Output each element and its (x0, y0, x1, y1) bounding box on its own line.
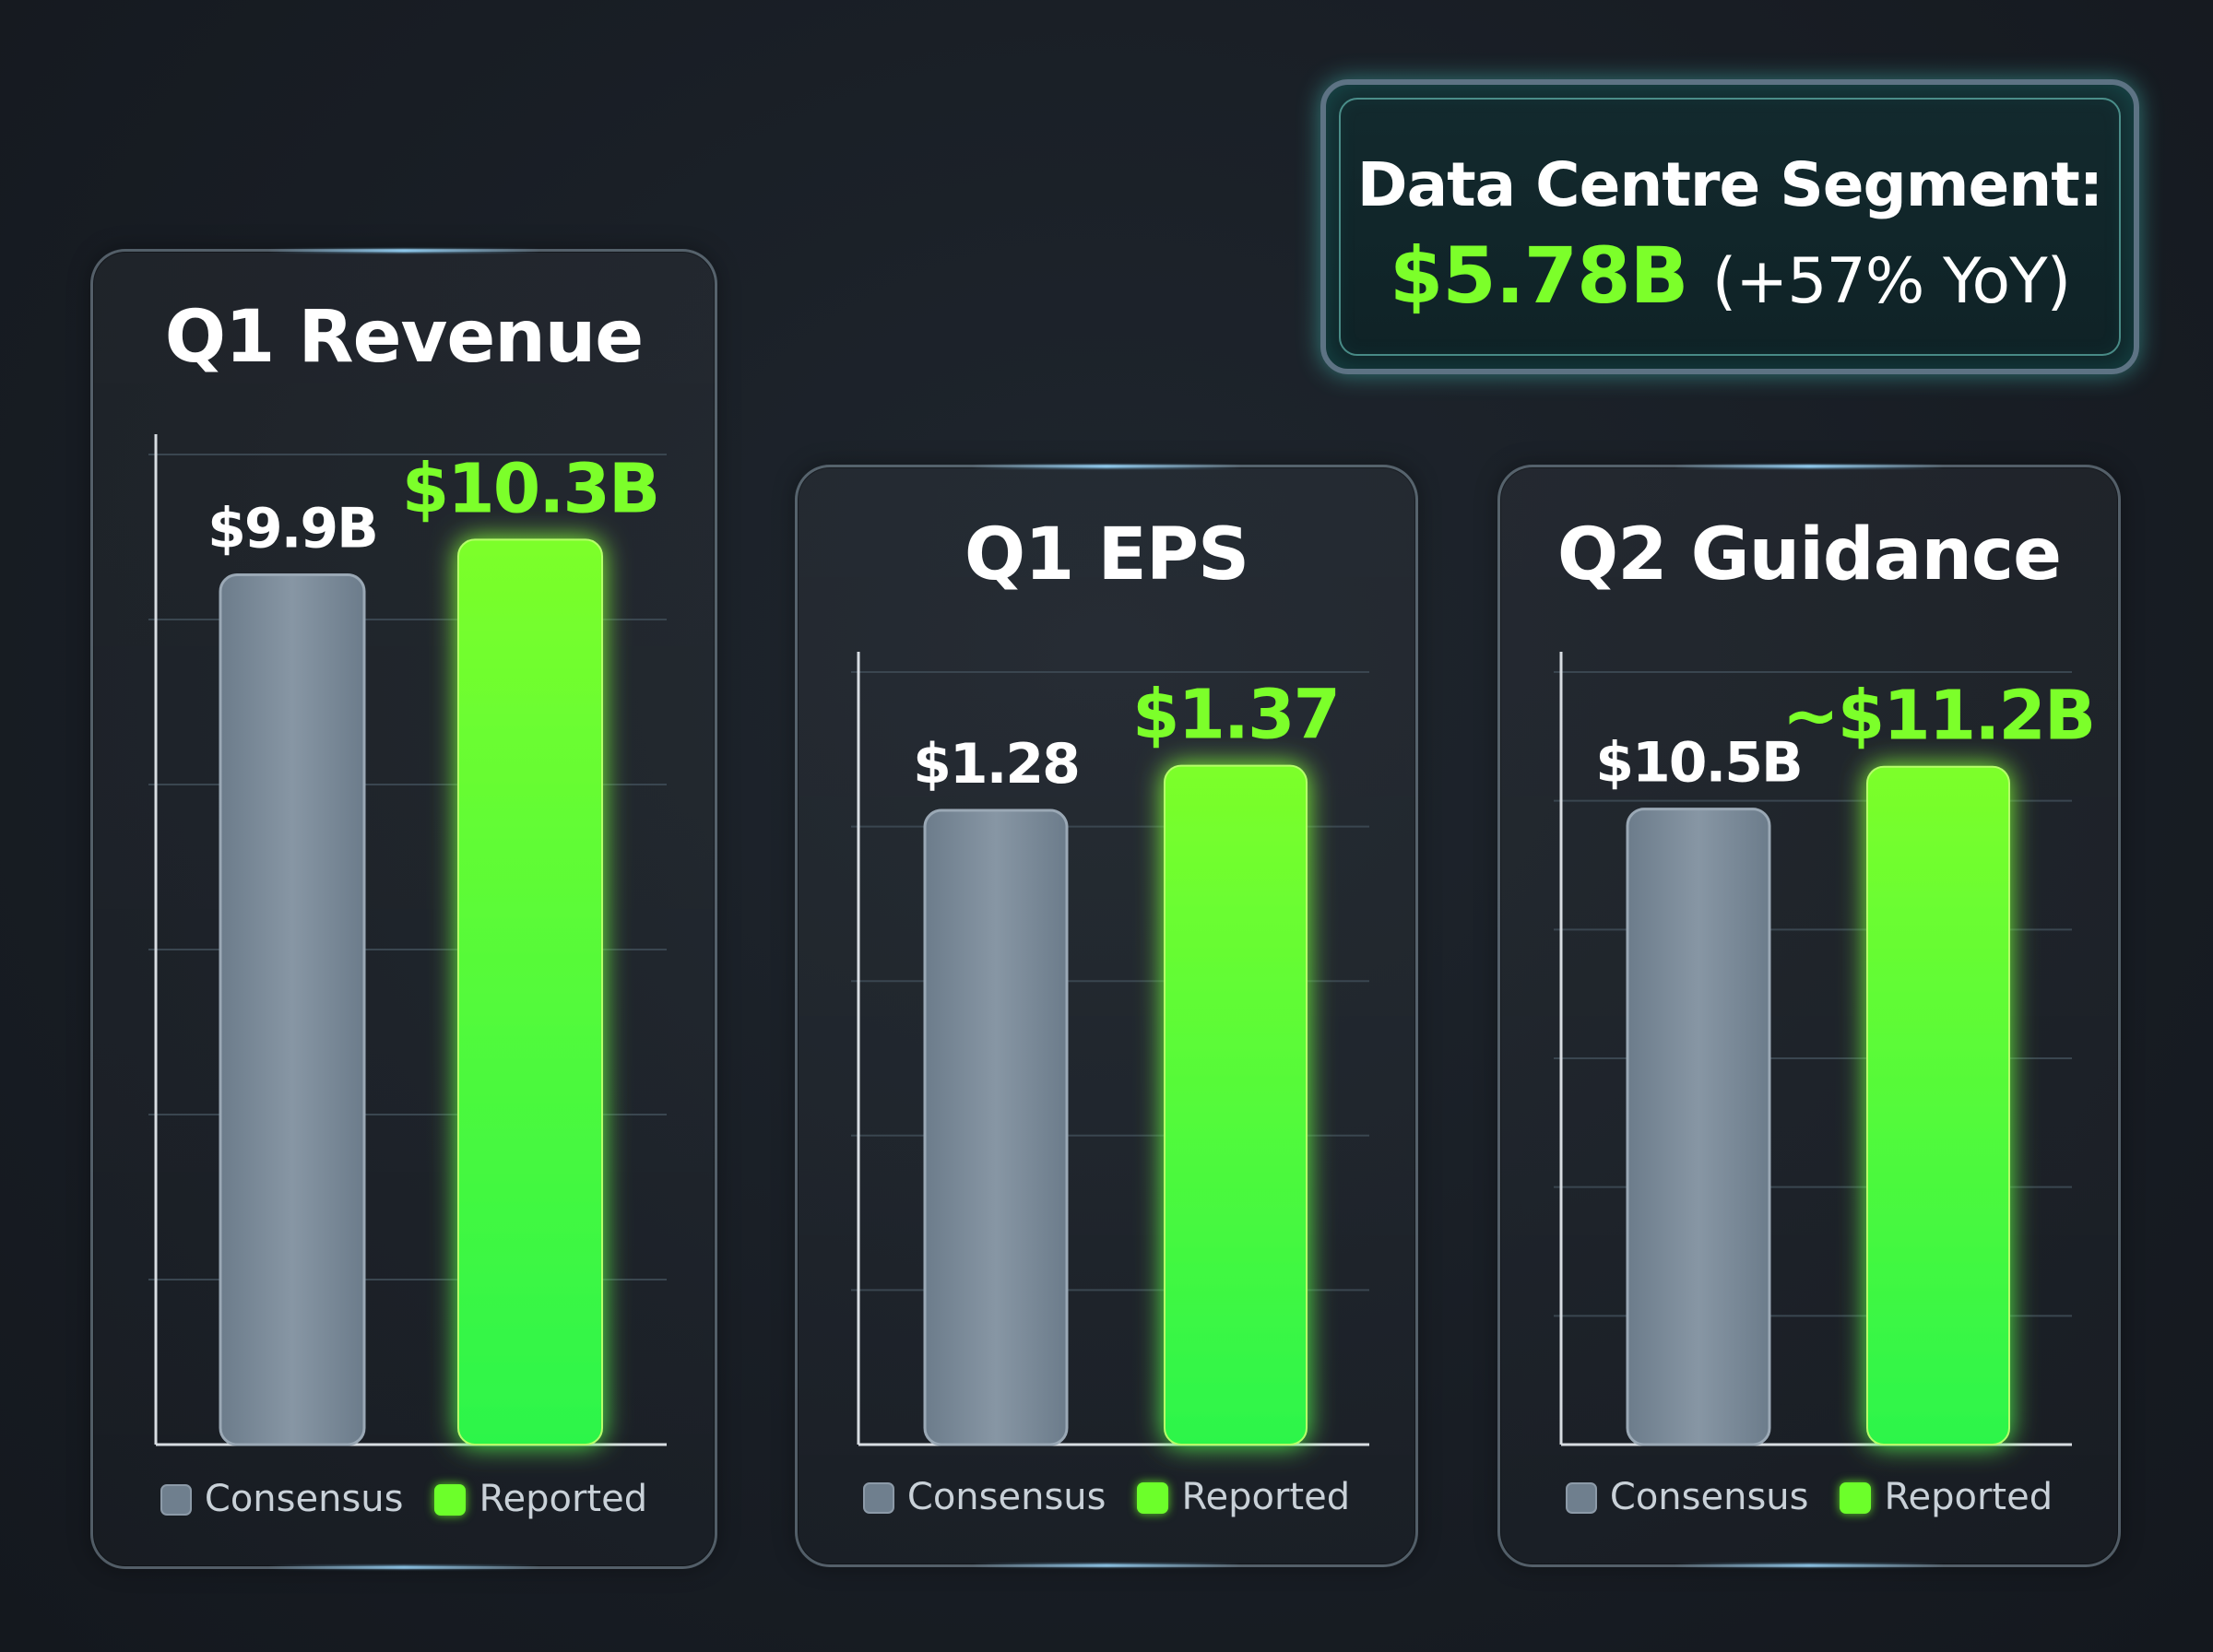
consensus-bar (923, 808, 1069, 1446)
consensus-bar (219, 572, 366, 1446)
q1-revenue-legend: Consensus Reported (93, 1478, 715, 1520)
reported-bar (1866, 765, 2010, 1446)
callout-label: Data Centre Segment: (1356, 149, 2103, 220)
q1-revenue-panel: Q1 Revenue $9.9B $10.3B Consensus Reported (90, 249, 717, 1569)
legend-consensus-label: Consensus (1609, 1476, 1809, 1518)
consensus-value-label: $10.5B (1595, 731, 1802, 796)
q2-guidance-title: Q2 Guidance (1556, 513, 2062, 596)
consensus-value-label: $9.9B (207, 496, 377, 560)
reported-swatch (1840, 1482, 1872, 1514)
consensus-swatch (1565, 1482, 1597, 1514)
q1-eps-title: Q1 EPS (964, 513, 1249, 596)
reported-bar (457, 538, 603, 1446)
callout-value-line: $5.78B (+57% YoY) (1326, 230, 2134, 321)
reported-value-label: $10.3B (402, 449, 658, 528)
callout-value: $5.78B (1389, 230, 1689, 321)
consensus-value-label: $1.28 (913, 732, 1079, 796)
reported-value-label: $1.37 (1132, 676, 1339, 755)
consensus-swatch (862, 1482, 894, 1514)
q1-eps-panel: Q1 EPS $1.28 $1.37 Consensus Reported (795, 465, 1418, 1567)
q1-revenue-chart: $9.9B $10.3B (148, 434, 667, 1446)
legend-reported-label: Reported (1884, 1476, 2053, 1518)
consensus-swatch (160, 1484, 192, 1516)
callout-inner-frame (1339, 98, 2121, 356)
reported-bar (1164, 764, 1308, 1446)
legend-reported-label: Reported (1181, 1476, 1351, 1518)
q1-revenue-title: Q1 Revenue (164, 296, 644, 379)
q2-guidance-chart: $10.5B~$11.2B (1554, 652, 2096, 1446)
reported-swatch (1137, 1482, 1169, 1514)
callout-change: (+57% YoY) (1711, 245, 2071, 318)
data-centre-callout: Data Centre Segment: $5.78B (+57% YoY) (1320, 79, 2139, 374)
q1-eps-legend: Consensus Reported (798, 1476, 1415, 1518)
consensus-bar (1626, 808, 1771, 1446)
q2-guidance-panel: Q2 Guidance $10.5B ~$11.2B Consensus Repor… (1497, 465, 2121, 1567)
legend-consensus-label: Consensus (204, 1478, 404, 1520)
q1-eps-chart: $1.28 $1.37 (851, 652, 1369, 1446)
legend-consensus-label: Consensus (906, 1476, 1106, 1518)
reported-swatch (434, 1484, 467, 1516)
legend-reported-label: Reported (479, 1478, 648, 1520)
q2-guidance-legend: Consensus Reported (1500, 1476, 2118, 1518)
reported-value-label: ~$11.2B (1782, 677, 2094, 756)
